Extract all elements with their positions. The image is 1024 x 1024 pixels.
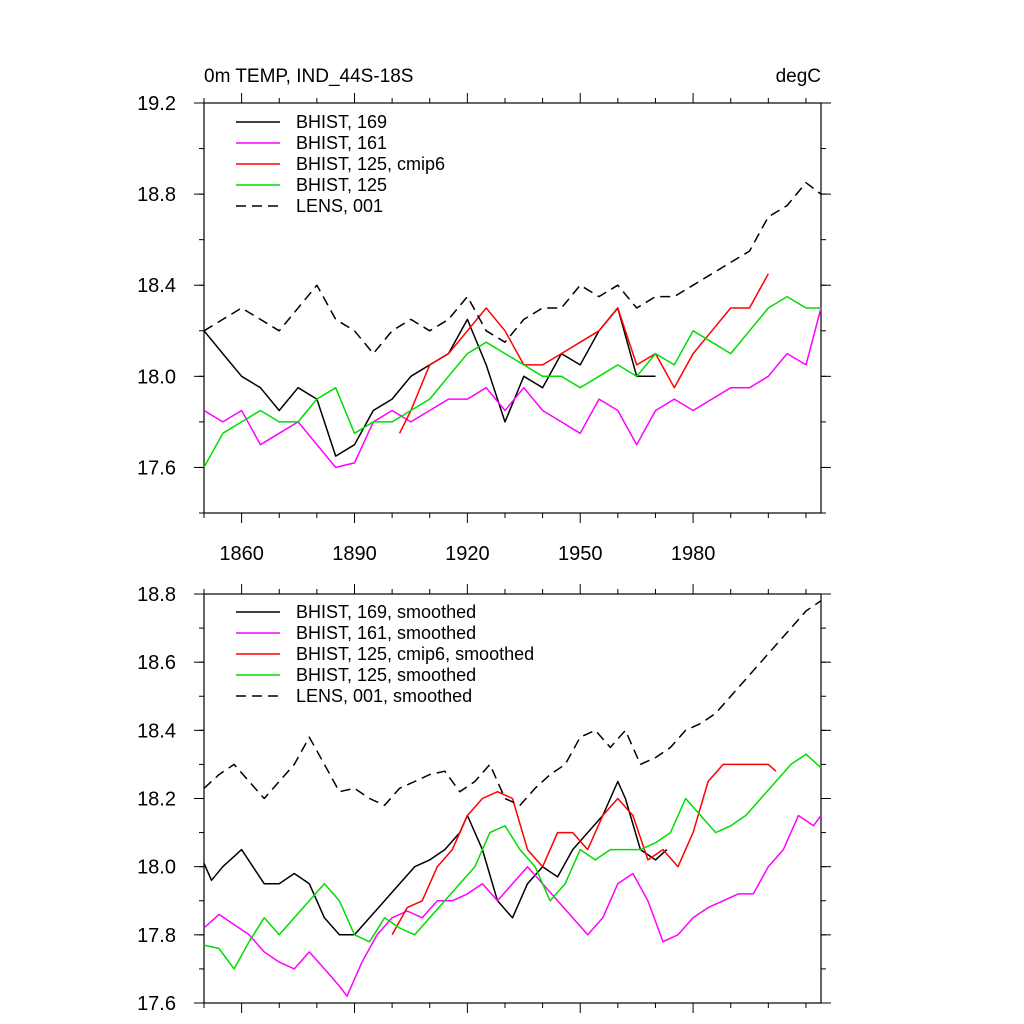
axis-ticks: 17.6 17.8 18.0 18.2 18.4 18.6 18.8 — [137, 584, 831, 1015]
legend-label: BHIST, 169 — [296, 112, 387, 132]
legend-label: LENS, 001 — [296, 196, 383, 216]
y-tick-label: 17.8 — [137, 925, 176, 947]
top-panel: 0m TEMP, IND_44S-18S degC 17.6 18.0 18.4 18… — [137, 66, 831, 565]
series-line-lens-001-smoothed — [203, 600, 822, 807]
legend-label: BHIST, 125, smoothed — [296, 665, 476, 685]
legend-label: LENS, 001, smoothed — [296, 686, 472, 706]
chart-title: 0m TEMP, IND_44S-18S — [204, 66, 413, 87]
legend-label: BHIST, 169, smoothed — [296, 602, 476, 622]
series-group — [203, 181, 822, 469]
series-line-bhist-125-cmip6-smoothed — [391, 763, 777, 936]
legend-label: BHIST, 125, cmip6, smoothed — [296, 644, 534, 664]
series-group — [203, 600, 822, 997]
y-tick-label: 18.0 — [137, 857, 176, 879]
y-tick-label: 17.6 — [137, 457, 176, 479]
y-tick-label: 18.8 — [137, 584, 176, 606]
y-tick-label: 18.4 — [137, 275, 176, 297]
series-line-bhist-125-cmip6 — [398, 273, 769, 434]
x-tick-label: 1890 — [332, 543, 377, 565]
series-line-lens-001 — [203, 181, 822, 355]
series-line-bhist-125 — [203, 295, 821, 468]
series-line-bhist-161-smoothed — [203, 814, 822, 997]
legend-label: BHIST, 125, cmip6 — [296, 154, 445, 174]
x-tick-label: 1950 — [558, 543, 603, 565]
series-line-bhist-161 — [203, 307, 822, 469]
series-line-bhist-125-smoothed — [203, 753, 822, 970]
y-tick-label: 18.8 — [137, 184, 176, 206]
axis-ticks: 17.6 18.0 18.4 18.8 19.2 1860 1890 1920 1950 1980 — [137, 93, 831, 565]
y-tick-label: 19.2 — [137, 93, 176, 115]
y-tick-label: 18.2 — [137, 789, 176, 811]
y-tick-label: 18.6 — [137, 652, 176, 674]
legend-label: BHIST, 161, smoothed — [296, 623, 476, 643]
y-tick-label: 18.4 — [137, 720, 176, 742]
series-line-bhist-169-smoothed — [203, 780, 668, 936]
x-tick-label: 1980 — [671, 543, 716, 565]
units-label: degC — [776, 66, 821, 87]
bottom-panel: 17.6 17.8 18.0 18.2 18.4 18.6 18.8 BHIST, 169,… — [137, 584, 831, 1015]
x-tick-label: 1860 — [219, 543, 264, 565]
y-tick-label: 17.6 — [137, 993, 176, 1015]
y-tick-label: 18.0 — [137, 366, 176, 388]
legend-label: BHIST, 125 — [296, 175, 387, 195]
legend-label: BHIST, 161 — [296, 133, 387, 153]
x-tick-label: 1920 — [445, 543, 490, 565]
